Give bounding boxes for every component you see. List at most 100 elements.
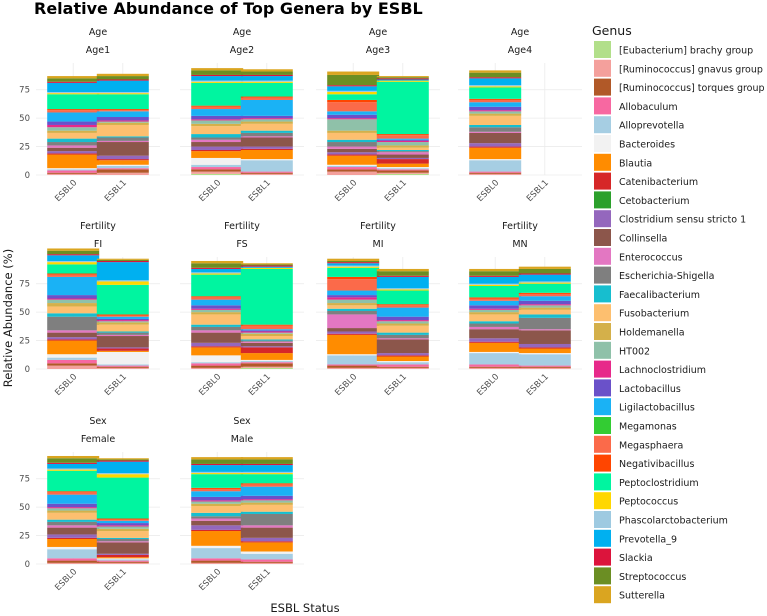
facet-group-label: Fertility <box>360 221 396 232</box>
legend-swatch <box>594 360 611 378</box>
x-tick-label: ESBL0 <box>197 567 223 593</box>
bar-segment <box>96 460 149 462</box>
bar-segment <box>469 268 522 272</box>
bar-segment <box>469 127 522 132</box>
legend-label: Negativibacillus <box>619 459 694 470</box>
bar-segment <box>96 322 149 325</box>
bar-segment <box>376 323 429 326</box>
legend-item: Clostridium sensu stricto 1 <box>594 210 746 228</box>
bar-segment <box>47 132 100 139</box>
bar-segment <box>327 297 380 300</box>
bar-segment <box>47 458 100 463</box>
bar-segment <box>191 471 244 474</box>
bar-segment <box>96 519 149 521</box>
bar-segment <box>191 474 244 488</box>
bar-segment <box>47 510 100 513</box>
bar-segment <box>191 501 244 504</box>
bar-segment <box>518 354 571 366</box>
legend-swatch <box>594 266 611 284</box>
legend-swatch <box>594 285 611 303</box>
bar-segment <box>376 145 429 148</box>
bar-segment <box>240 96 293 98</box>
bar-segment <box>240 339 293 341</box>
bar-segment <box>191 296 244 298</box>
y-axis-label: Relative Abundance (%) <box>1 249 15 387</box>
bar-segment <box>240 471 293 474</box>
bar-segment <box>327 263 380 266</box>
bar-segment <box>240 119 293 122</box>
bar-segment <box>376 290 429 305</box>
legend-item: Alloprevotella <box>594 116 684 134</box>
bar-segment <box>96 117 149 121</box>
bar-segment <box>191 465 244 472</box>
bar-segment <box>376 142 429 146</box>
bar-segment <box>47 142 100 146</box>
bar-segment <box>191 496 244 501</box>
bar-segment <box>191 267 244 269</box>
bar-segment <box>327 260 380 263</box>
bar-segment <box>240 130 293 133</box>
legend-swatch <box>594 191 611 209</box>
legend-swatch <box>594 210 611 228</box>
legend-label: Peptoclostridium <box>619 478 699 489</box>
bar-segment <box>47 365 100 369</box>
bar-segment <box>96 528 149 532</box>
bar-segment <box>47 357 100 360</box>
bar-segment <box>191 520 244 526</box>
bar-segment <box>191 518 244 521</box>
bar-segment <box>327 167 380 170</box>
bar-segment <box>191 106 244 110</box>
bar-segment <box>327 331 380 334</box>
bar-segment <box>240 527 293 538</box>
bar-segment <box>240 340 293 342</box>
bar-segment <box>518 268 571 274</box>
facet-group-label: Fertility <box>502 221 538 232</box>
legend-item: Phascolarctobacterium <box>594 511 728 528</box>
y-tick-label: 25 <box>19 532 30 542</box>
bar-segment <box>191 332 244 343</box>
bar-segment <box>191 363 244 366</box>
x-tick-label: ESBL1 <box>103 567 129 593</box>
legend-label: Megasphaera <box>619 440 683 451</box>
legend-item: Blautia <box>594 153 652 171</box>
bar-segment <box>469 284 522 286</box>
bar-segment <box>240 537 293 542</box>
bar-segment <box>47 538 100 547</box>
bar-segment <box>96 318 149 321</box>
bar-segment <box>376 353 429 356</box>
bar-segment <box>327 91 380 95</box>
facet-group-label: Sex <box>89 416 107 427</box>
bar-segment <box>191 126 244 135</box>
bar-segment <box>240 483 293 485</box>
bar-segment <box>376 367 429 369</box>
legend-item: Megasphaera <box>594 435 683 453</box>
bar-segment <box>96 558 149 560</box>
bar-segment <box>518 367 571 369</box>
bar-segment <box>191 273 244 275</box>
bar-segment <box>96 538 149 542</box>
bar-segment <box>191 146 244 150</box>
bar-segment <box>191 109 244 116</box>
y-tick-label: 75 <box>19 86 30 96</box>
bar-segment <box>518 317 571 330</box>
legend-swatch <box>594 529 611 547</box>
bar-stack-esbl0 <box>191 457 244 564</box>
bar-segment <box>96 124 149 137</box>
bar-segment <box>240 81 293 83</box>
bar-segment <box>327 171 380 175</box>
bar-segment <box>376 81 429 135</box>
bar-segment <box>96 324 149 332</box>
bar-segment <box>191 105 244 107</box>
bar-segment <box>47 121 100 125</box>
bar-segment <box>327 111 380 115</box>
bar-segment <box>47 354 100 358</box>
bar-segment <box>327 164 380 166</box>
bar-segment <box>469 323 522 327</box>
bar-segment <box>240 474 293 484</box>
bar-segment <box>191 487 244 489</box>
bar-segment <box>327 290 380 296</box>
bar-segment <box>47 94 100 110</box>
bar-segment <box>469 87 522 99</box>
bar-stack-esbl1 <box>240 69 293 175</box>
bar-segment <box>191 525 244 530</box>
